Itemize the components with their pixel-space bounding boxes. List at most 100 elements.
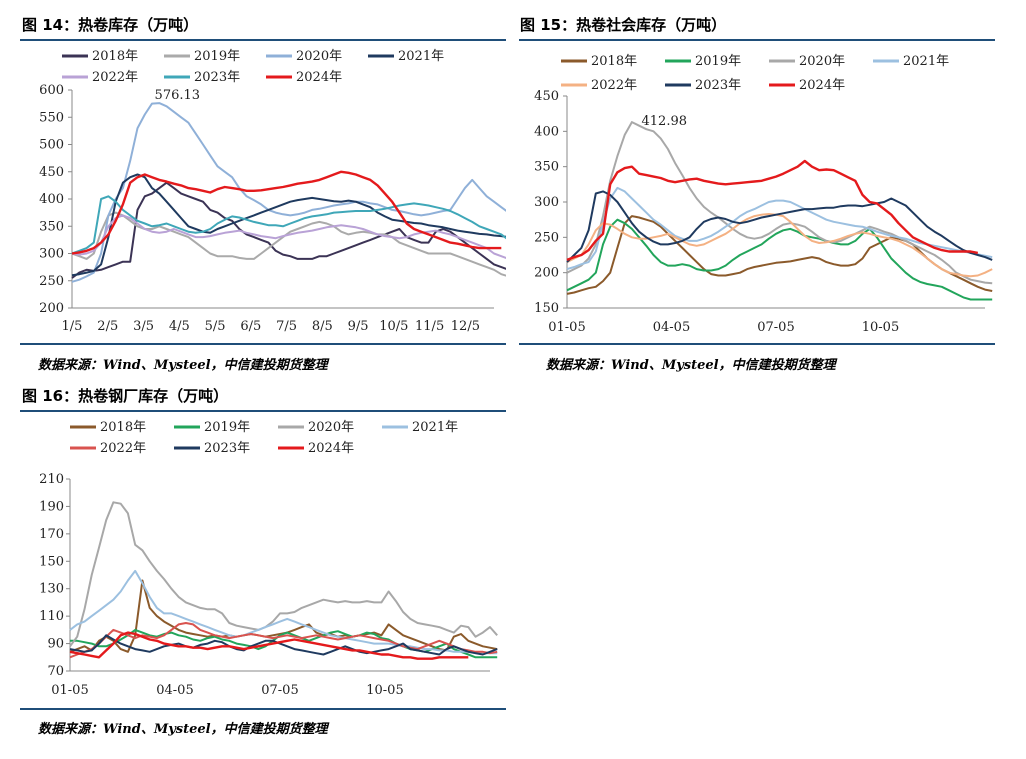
series-line-2024年 [69, 631, 469, 660]
y-tick-label: 400 [39, 192, 64, 207]
x-tick-label: 07-05 [261, 683, 298, 698]
y-tick-label: 200 [534, 266, 559, 281]
x-tick-label: 1/5 [62, 319, 83, 334]
legend-item: 2018年 [62, 49, 138, 64]
legend-label: 2022年 [92, 70, 138, 85]
legend-item: 2024年 [266, 70, 342, 85]
legend-item: 2020年 [266, 49, 342, 64]
y-tick-label: 150 [39, 554, 64, 569]
series-line-2022年 [566, 213, 993, 278]
legend-label: 2023年 [204, 441, 250, 456]
y-tick-label: 400 [534, 124, 559, 139]
x-tick-label: 6/5 [240, 319, 261, 334]
figure-15-top-rule [519, 39, 995, 41]
legend-item: 2021年 [873, 54, 949, 69]
legend-label: 2021年 [412, 420, 458, 435]
y-tick-label: 250 [534, 230, 559, 245]
legend-label: 2024年 [799, 78, 845, 93]
x-tick-label: 10/5 [379, 319, 408, 334]
legend-item: 2019年 [665, 54, 741, 69]
series-line-2020年 [71, 102, 506, 283]
legend-item: 2020年 [769, 54, 845, 69]
x-tick-label: 11/5 [415, 319, 444, 334]
legend-item: 2022年 [561, 78, 637, 93]
series-line-2024年 [566, 159, 979, 262]
series-line-2023年 [71, 195, 506, 255]
y-tick-label: 90 [47, 637, 64, 652]
y-tick-label: 210 [39, 472, 64, 487]
figure-14-source: 数据来源：Wind、Mysteel，中信建投期货整理 [38, 358, 328, 373]
legend-label: 2019年 [204, 420, 250, 435]
x-tick-label: 7/5 [276, 319, 297, 334]
y-tick-label: 190 [39, 499, 64, 514]
figure-16-title: 图 16：热卷钢厂库存（万吨） [22, 387, 229, 405]
series-line-2023年 [69, 634, 498, 656]
y-tick-label: 250 [39, 274, 64, 289]
y-tick-label: 200 [39, 301, 64, 316]
figure-14-title: 图 14：热卷库存（万吨） [22, 16, 199, 34]
y-tick-label: 110 [39, 609, 64, 624]
x-tick-label: 04-05 [653, 320, 690, 335]
legend-item: 2021年 [382, 420, 458, 435]
y-tick-label: 170 [39, 527, 64, 542]
x-tick-label: 5/5 [205, 319, 226, 334]
legend-item: 2019年 [164, 49, 240, 64]
figure-16-source: 数据来源：Wind、Mysteel，中信建投期货整理 [38, 722, 328, 737]
series-line-2021年 [71, 173, 506, 277]
figure-14-top-rule [20, 39, 506, 41]
legend-item: 2024年 [278, 441, 354, 456]
figure-15-bottom-rule [519, 343, 995, 345]
series-line-2019年 [566, 218, 993, 301]
figure-16-bottom-rule [20, 708, 506, 710]
legend-item: 2018年 [561, 54, 637, 69]
figure-15-title: 图 15：热卷社会库存（万吨） [520, 16, 727, 34]
legend-item: 2019年 [174, 420, 250, 435]
series-line-2021年 [566, 186, 993, 271]
peak-annotation: 576.13 [155, 88, 201, 103]
series-line-2020年 [69, 501, 498, 647]
legend-label: 2024年 [308, 441, 354, 456]
y-tick-label: 150 [534, 301, 559, 316]
y-tick-label: 130 [39, 582, 64, 597]
legend-label: 2021年 [398, 49, 444, 64]
legend-label: 2019年 [695, 54, 741, 69]
legend-item: 2023年 [164, 70, 240, 85]
legend-label: 2023年 [194, 70, 240, 85]
legend-label: 2021年 [903, 54, 949, 69]
x-tick-label: 01-05 [51, 683, 88, 698]
series-line-2018年 [71, 181, 506, 279]
legend-item: 2022年 [62, 70, 138, 85]
series-line-2021年 [69, 569, 498, 655]
legend-label: 2022年 [591, 78, 637, 93]
series-line-2019年 [71, 211, 506, 277]
series-line-2024年 [71, 170, 502, 255]
legend-item: 2023年 [665, 78, 741, 93]
y-tick-label: 600 [39, 83, 64, 98]
legend-label: 2018年 [92, 49, 138, 64]
y-tick-label: 450 [39, 165, 64, 180]
y-tick-label: 350 [39, 219, 64, 234]
peak-annotation: 412.98 [642, 114, 688, 129]
legend-label: 2019年 [194, 49, 240, 64]
legend-label: 2020年 [799, 54, 845, 69]
legend-label: 2018年 [591, 54, 637, 69]
legend-item: 2021年 [368, 49, 444, 64]
legend-label: 2023年 [695, 78, 741, 93]
x-tick-label: 9/5 [348, 319, 369, 334]
x-tick-label: 07-05 [757, 320, 794, 335]
series-line-2023年 [566, 190, 993, 263]
figure-14-bottom-rule [20, 343, 506, 345]
x-tick-label: 01-05 [548, 320, 585, 335]
legend-item: 2020年 [278, 420, 354, 435]
figure-15-source: 数据来源：Wind、Mysteel，中信建投期货整理 [546, 358, 836, 373]
y-tick-label: 300 [39, 247, 64, 262]
x-tick-label: 12/5 [451, 319, 480, 334]
legend-label: 2020年 [308, 420, 354, 435]
y-tick-label: 350 [534, 160, 559, 175]
legend-item: 2023年 [174, 441, 250, 456]
y-tick-label: 300 [534, 195, 559, 210]
legend-label: 2022年 [100, 441, 146, 456]
x-tick-label: 4/5 [169, 319, 190, 334]
legend-item: 2022年 [70, 441, 146, 456]
x-tick-label: 10-05 [366, 683, 403, 698]
